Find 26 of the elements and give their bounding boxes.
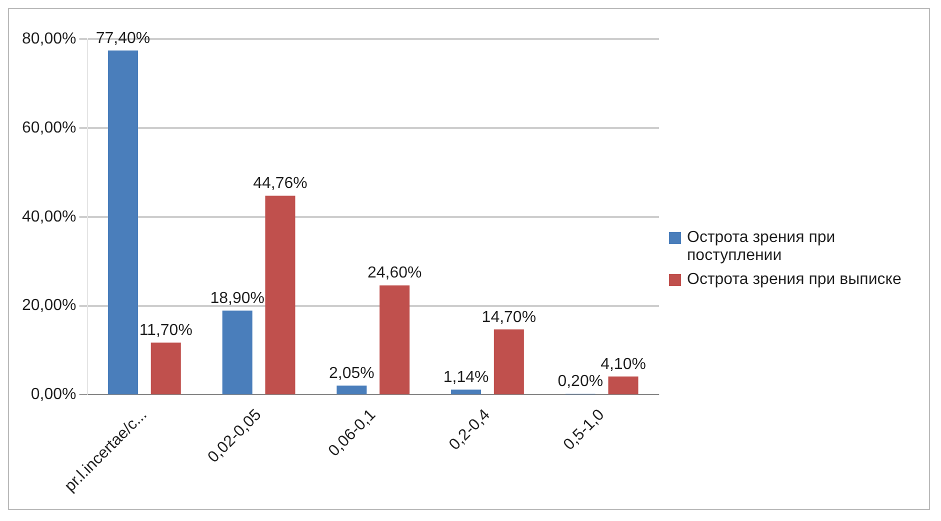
- data-label: 1,14%: [443, 369, 489, 386]
- bar: [108, 50, 138, 394]
- y-tick-label: 80,00%: [22, 30, 76, 48]
- data-label: 24,60%: [367, 264, 422, 282]
- data-label: 2,05%: [329, 365, 374, 382]
- y-tick-label: 60,00%: [22, 119, 76, 136]
- data-label: 4,10%: [600, 356, 646, 373]
- data-label: 0,20%: [558, 373, 604, 390]
- legend-label: Острота зрения при поступлении: [687, 229, 836, 265]
- data-label: 44,76%: [253, 175, 308, 192]
- bar: [336, 386, 367, 394]
- legend-label: Острота зрения при выписке: [687, 271, 902, 289]
- y-tick-label: 20,00%: [22, 297, 76, 314]
- bar: [608, 376, 638, 394]
- bar: [494, 329, 524, 394]
- bar: [150, 342, 181, 394]
- data-label: 77,40%: [96, 30, 150, 47]
- bar: [451, 390, 482, 394]
- y-tick-label: 40,00%: [22, 208, 76, 226]
- data-label: 11,70%: [139, 322, 192, 340]
- y-tick-label: 0,00%: [30, 386, 76, 404]
- data-label: 18,90%: [210, 290, 264, 308]
- bar: [380, 285, 410, 394]
- data-label: 14,70%: [482, 308, 536, 326]
- bar: [222, 310, 252, 394]
- bar: [265, 196, 296, 394]
